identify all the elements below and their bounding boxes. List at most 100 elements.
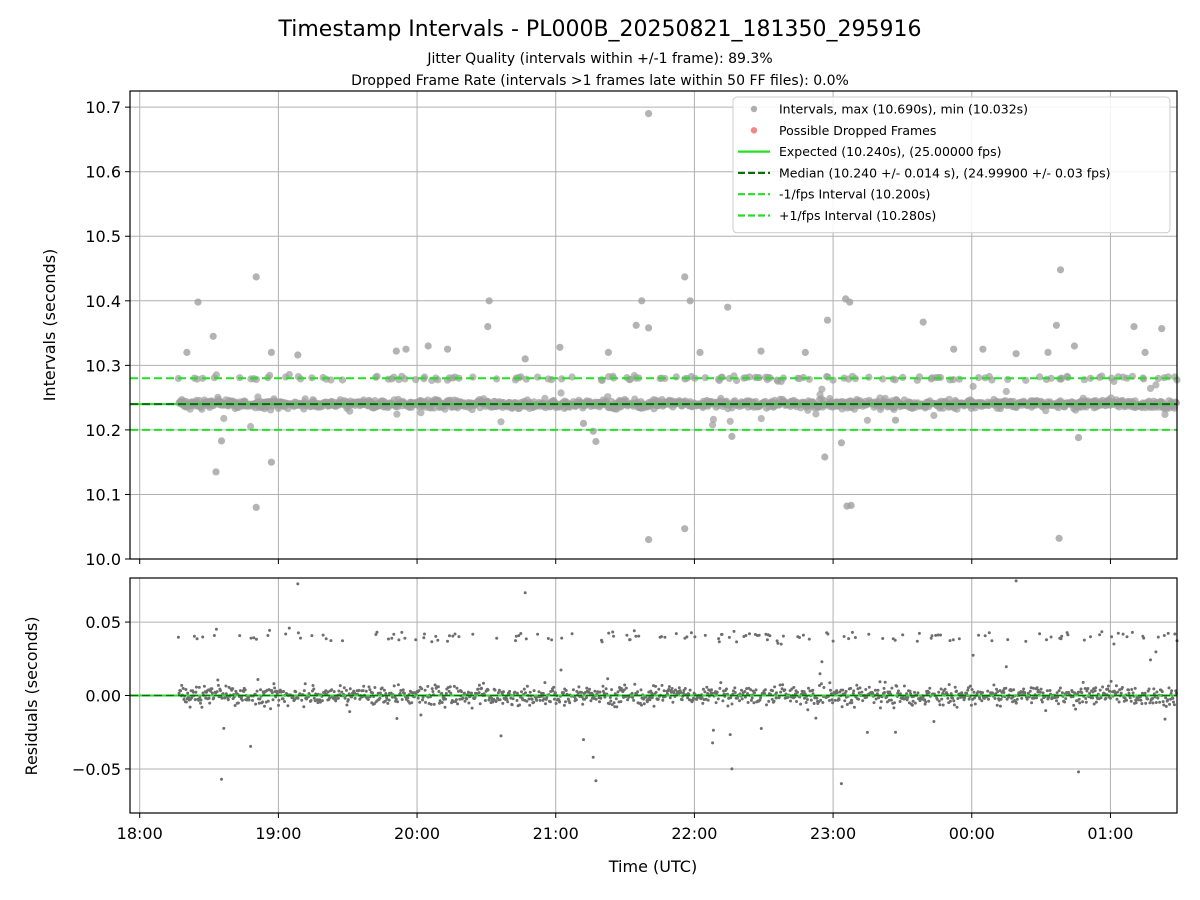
residual-point [1006,638,1010,642]
residual-point [1107,684,1110,688]
residual-point [841,688,845,692]
residual-point [1162,634,1166,637]
residual-point [1143,691,1147,695]
residual-point [216,678,220,682]
residual-point [993,697,997,700]
residual-point [423,688,427,692]
residual-point [1172,700,1175,704]
residual-point [1136,698,1140,702]
interval-point [469,373,477,381]
residual-point [1024,639,1028,643]
residual-point [553,691,557,695]
residual-point [1129,699,1133,703]
residual-point [476,687,480,691]
interval-outlier-point [252,273,260,281]
top-y-tick-label: 10.3 [85,356,121,375]
residual-point [303,682,307,686]
residual-point [915,639,919,643]
residual-point [939,633,942,637]
residual-point [431,690,435,693]
interval-outlier-point [728,432,736,440]
residual-point [269,707,273,711]
interval-point [672,373,680,381]
interval-outlier-point [696,348,704,356]
residual-point [508,689,512,693]
residual-point [266,699,270,703]
residual-point [496,691,500,695]
residual-point [530,697,534,701]
residual-point [367,685,371,689]
residual-point [1100,630,1104,634]
residual-point [1116,690,1120,694]
residual-point [190,696,194,700]
residual-point [819,698,823,702]
residual-point [752,701,756,705]
residual-point [1151,697,1154,700]
interval-point [346,407,354,415]
residual-point [913,690,916,694]
residual-point [191,690,195,694]
residual-point [477,691,481,695]
residual-point [981,691,984,695]
interval-point [1110,377,1118,385]
residual-point [630,691,634,695]
residual-point [1080,691,1084,695]
residual-point [883,680,887,684]
residual-point [568,701,572,705]
residual-point [1083,687,1087,690]
residual-point [632,698,636,702]
residual-point [703,690,707,694]
residual-point [952,699,956,703]
residual-point [1023,691,1027,695]
residual-point [689,631,693,635]
residual-point [336,696,340,700]
residual-point [437,690,441,693]
residual-point [831,701,835,705]
interval-point [1154,374,1162,382]
residual-point [789,699,792,703]
residual-outlier-point [839,782,843,786]
residual-point [444,697,448,701]
top-y-tick-label: 10.4 [85,292,121,311]
residual-point [867,685,871,689]
residual-point [648,698,652,702]
residual-point [725,687,728,691]
interval-point [420,373,429,381]
residual-point [634,634,638,638]
residual-point [1048,689,1052,692]
residual-point [257,701,261,705]
residual-point [252,636,256,640]
residual-point [249,636,253,640]
residual-point [390,636,394,640]
x-tick-label: 23:00 [810,824,856,843]
residual-point [654,684,658,688]
residual-point [674,632,678,636]
residual-point [197,685,201,689]
residual-point [807,637,811,641]
residual-point [1094,686,1098,690]
top-y-tick-label: 10.0 [85,550,121,569]
residual-point [844,689,848,693]
residual-point [255,689,259,693]
residual-point [518,703,521,707]
residual-point [955,705,959,709]
residual-point [199,698,203,702]
residual-point [1101,685,1105,689]
residual-point [662,689,666,693]
interval-outlier-point [801,348,809,356]
residual-point [998,704,1002,708]
residual-point [368,688,372,692]
residual-point [386,701,390,705]
residual-point [302,689,306,693]
interval-point [285,370,293,379]
residual-point [1099,696,1103,700]
residual-point [478,702,482,706]
residual-point [193,698,197,702]
residual-point [1093,689,1097,693]
residual-point [396,700,400,704]
residual-point [711,728,715,732]
residual-point [851,691,855,695]
residual-point [706,698,710,702]
residual-point [1110,635,1114,639]
